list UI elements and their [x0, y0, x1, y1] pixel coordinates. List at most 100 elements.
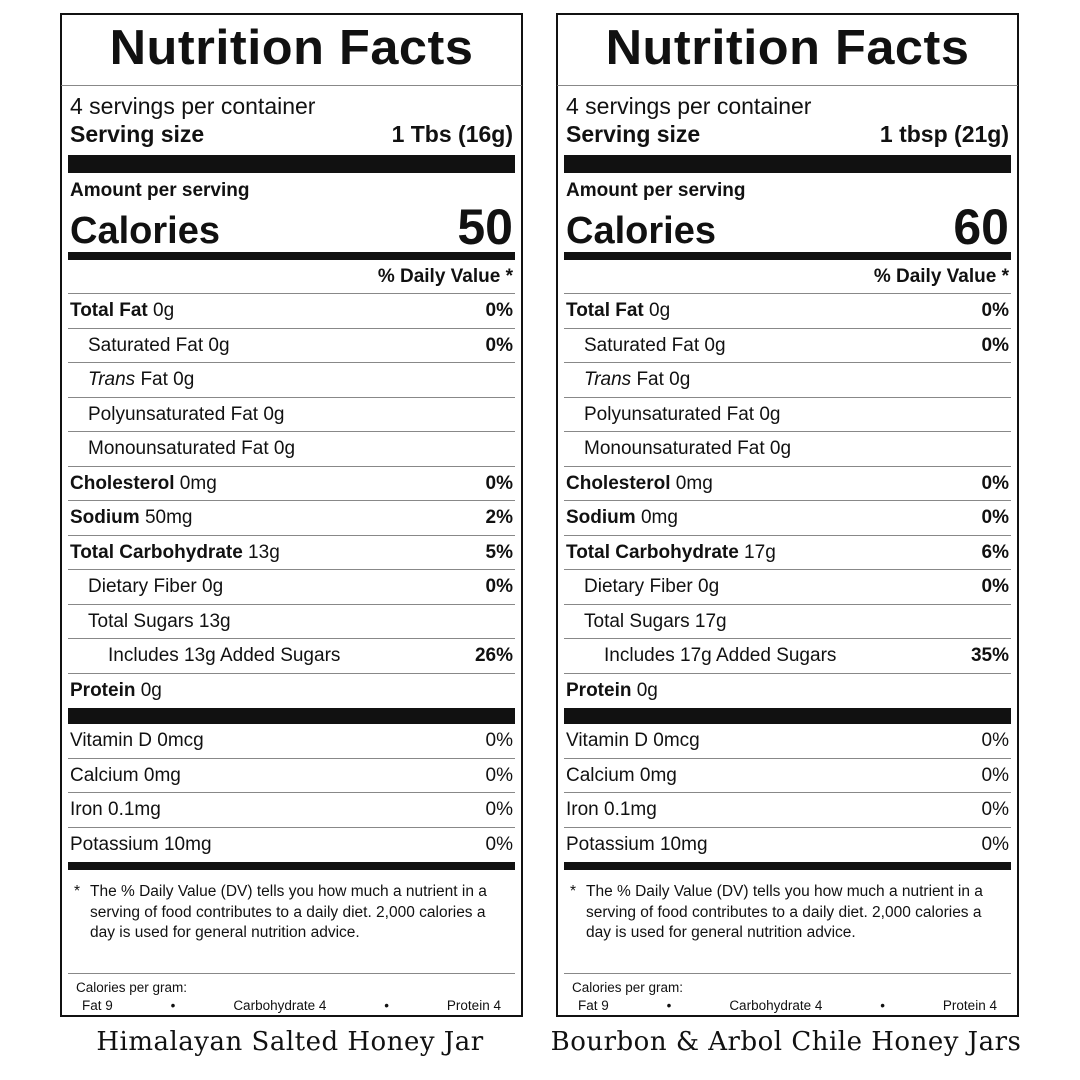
nutrient-row-total-fat: Total Fat 0g 0%	[68, 294, 515, 329]
nutrient-dv: 0%	[981, 507, 1009, 528]
nutrient-row-total-sugars: Total Sugars 13g	[68, 605, 515, 639]
nutrient-name: Protein	[566, 679, 632, 701]
vitamin-row: Vitamin D 0mcg 0%	[68, 724, 515, 759]
nutrient-dv: 0%	[485, 472, 513, 494]
nutrient-amount: 0g	[135, 679, 162, 701]
nutrient-name-italic: Trans	[88, 369, 136, 390]
thick-divider	[564, 155, 1011, 173]
vitamin-row: Potassium 10mg 0%	[68, 828, 515, 863]
nutrient-name: Dietary Fiber 0g	[584, 576, 720, 597]
nutrient-row-cholesterol: Cholesterol 0mg 0%	[68, 467, 515, 501]
nutrient-name: Polyunsaturated Fat 0g	[584, 403, 781, 425]
nutrient-row-protein: Protein 0g	[564, 674, 1011, 709]
vitamin-dv: 0%	[485, 833, 513, 855]
servings-per-container: 4 servings per container	[70, 93, 316, 119]
nutrient-name: Total Carbohydrate	[566, 541, 739, 563]
nutrient-amount: 0g	[631, 679, 658, 701]
nutrient-dv: 0%	[485, 334, 513, 356]
nutrient-row-dietary-fiber: Dietary Fiber 0g 0%	[564, 570, 1011, 605]
nutrition-facts-title: Nutrition Facts	[557, 15, 1018, 86]
vitamin-name: Iron 0.1mg	[70, 799, 161, 820]
vitamin-dv: 0%	[981, 799, 1009, 820]
nutrient-amount: 0mg	[635, 507, 678, 528]
calories-per-gram-row: Fat 9 • Carbohydrate 4 • Protein 4	[564, 996, 1011, 1013]
thick-divider	[68, 155, 515, 173]
serving-size-value: 1 tbsp (21g)	[879, 121, 1009, 147]
calories-label: Calories	[566, 210, 716, 252]
vitamin-dv: 0%	[485, 730, 513, 751]
vitamin-name: Potassium 10mg	[566, 833, 708, 855]
nutrient-name-italic: Trans	[584, 369, 632, 390]
nutrient-row-total-fat: Total Fat 0g 0%	[564, 294, 1011, 329]
nutrient-row-saturated-fat: Saturated Fat 0g 0%	[68, 329, 515, 363]
bullet: •	[880, 998, 886, 1013]
nutrient-name: Cholesterol	[566, 472, 671, 494]
nutrient-amount: 0mg	[670, 472, 713, 494]
calories-per-gram-row: Fat 9 • Carbohydrate 4 • Protein 4	[68, 996, 515, 1013]
serving-size-row: Serving size 1 Tbs (16g)	[68, 120, 515, 150]
nutrient-name: Monounsaturated Fat 0g	[88, 438, 296, 459]
nutrient-row-added-sugars: Includes 17g Added Sugars 35%	[564, 639, 1011, 674]
nutrient-name: Total Sugars 13g	[88, 610, 231, 632]
calories-per-gram-label: Calories per gram:	[76, 980, 188, 995]
nutrient-row-polyunsaturated-fat: Polyunsaturated Fat 0g	[68, 398, 515, 432]
nutrient-row-total-carbohydrate: Total Carbohydrate 17g 6%	[564, 536, 1011, 570]
cpg-protein: Protein 4	[942, 998, 997, 1013]
vitamin-row: Iron 0.1mg 0%	[68, 793, 515, 828]
amount-per-serving: Amount per serving	[70, 180, 250, 201]
calories-value: 50	[457, 199, 513, 255]
serving-size-label: Serving size	[566, 121, 701, 147]
nutrient-row-dietary-fiber: Dietary Fiber 0g 0%	[68, 570, 515, 605]
nutrient-row-polyunsaturated-fat: Polyunsaturated Fat 0g	[564, 398, 1011, 432]
nutrient-row-trans-fat: Trans Fat 0g	[564, 363, 1011, 398]
nutrient-row-monounsaturated-fat: Monounsaturated Fat 0g	[68, 432, 515, 467]
thick-divider	[68, 708, 515, 724]
nutrient-name: Protein	[70, 679, 136, 701]
footnote-star: *	[74, 883, 81, 900]
vitamin-dv: 0%	[485, 799, 513, 820]
serving-size-label: Serving size	[70, 121, 205, 147]
cpg-protein: Protein 4	[446, 998, 501, 1013]
product-caption-himalayan: Himalayan Salted Honey Jar	[96, 1027, 484, 1057]
thick-divider	[564, 862, 1011, 870]
nutrient-dv: 35%	[970, 645, 1009, 666]
vitamin-row: Vitamin D 0mcg 0%	[564, 724, 1011, 759]
footnote-text: The % Daily Value (DV) tells you how muc…	[90, 883, 487, 941]
nutrient-name: Cholesterol	[70, 472, 175, 494]
nutrient-name: Sodium	[70, 507, 140, 528]
footnote-text: The % Daily Value (DV) tells you how muc…	[586, 883, 983, 941]
nutrient-row-protein: Protein 0g	[68, 674, 515, 709]
nutrient-name: Includes 17g Added Sugars	[604, 645, 837, 666]
nutrient-row-trans-fat: Trans Fat 0g	[68, 363, 515, 398]
footnote-star: *	[570, 883, 577, 900]
nutrient-name: Monounsaturated Fat 0g	[584, 438, 792, 459]
vitamin-dv: 0%	[981, 833, 1009, 855]
nutrient-name: Total Fat	[70, 300, 148, 321]
vitamin-row: Calcium 0mg 0%	[68, 759, 515, 793]
bullet: •	[666, 998, 672, 1013]
nutrition-label-bourbon: Nutrition Facts 4 servings per container…	[556, 13, 1019, 1017]
calories-label: Calories	[70, 210, 220, 252]
serving-size-row: Serving size 1 tbsp (21g)	[564, 120, 1011, 150]
nutrient-row-saturated-fat: Saturated Fat 0g 0%	[564, 329, 1011, 363]
vitamin-row: Potassium 10mg 0%	[564, 828, 1011, 863]
vitamin-name: Potassium 10mg	[70, 833, 212, 855]
calories-value: 60	[953, 199, 1009, 255]
thick-divider	[564, 708, 1011, 724]
nutrient-dv: 5%	[485, 541, 513, 563]
nutrient-name: Total Fat	[566, 300, 644, 321]
amount-per-serving: Amount per serving	[566, 180, 746, 201]
nutrient-row-added-sugars: Includes 13g Added Sugars 26%	[68, 639, 515, 674]
nutrient-dv: 0%	[485, 300, 513, 321]
nutrient-amount: 0mg	[174, 472, 217, 494]
vitamin-name: Vitamin D 0mcg	[566, 730, 700, 751]
nutrient-dv: 0%	[485, 576, 513, 597]
vitamin-dv: 0%	[981, 764, 1009, 786]
nutrient-name: Saturated Fat 0g	[584, 334, 726, 356]
nutrition-facts-title: Nutrition Facts	[61, 15, 522, 86]
calories-per-gram-label: Calories per gram:	[572, 980, 684, 995]
bullet: •	[384, 998, 390, 1013]
nutrient-amount: 50mg	[139, 507, 193, 528]
nutrient-row-sodium: Sodium 50mg 2%	[68, 501, 515, 536]
servings-per-container: 4 servings per container	[566, 93, 812, 119]
